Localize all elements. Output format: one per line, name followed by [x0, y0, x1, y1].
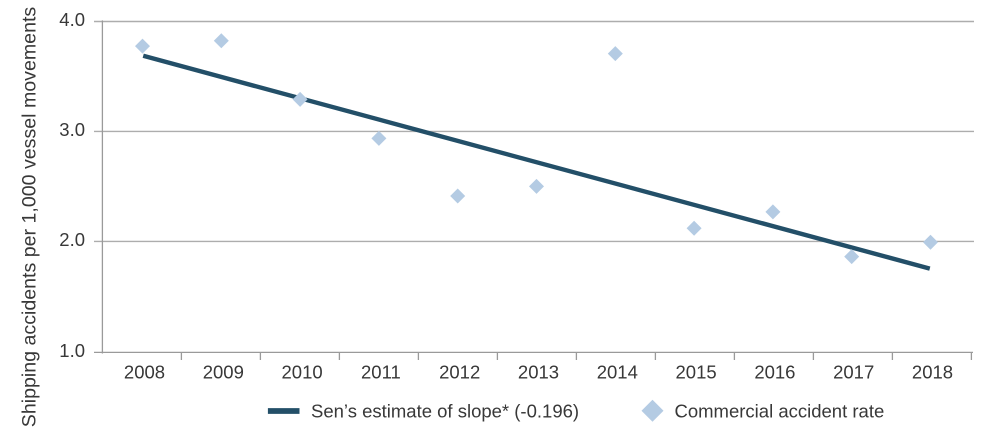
svg-text:Shipping accidents per 1,000 v: Shipping accidents per 1,000 vessel move… — [19, 7, 41, 428]
svg-text:2010: 2010 — [282, 361, 323, 382]
svg-text:1.0: 1.0 — [59, 340, 85, 361]
svg-text:2015: 2015 — [676, 361, 717, 382]
svg-text:2014: 2014 — [597, 361, 638, 382]
svg-text:2017: 2017 — [833, 361, 874, 382]
svg-text:2011: 2011 — [361, 361, 401, 382]
svg-text:2009: 2009 — [203, 361, 244, 382]
svg-text:2013: 2013 — [518, 361, 559, 382]
svg-text:2.0: 2.0 — [59, 229, 85, 250]
svg-text:4.0: 4.0 — [59, 9, 85, 30]
svg-text:3.0: 3.0 — [59, 119, 85, 140]
svg-text:2008: 2008 — [124, 361, 165, 382]
svg-text:2016: 2016 — [754, 361, 795, 382]
svg-text:Sen’s estimate of slope* (-0.1: Sen’s estimate of slope* (-0.196) — [311, 400, 579, 421]
svg-text:Commercial accident rate: Commercial accident rate — [675, 400, 885, 421]
svg-text:2012: 2012 — [439, 361, 480, 382]
svg-text:2018: 2018 — [912, 361, 953, 382]
